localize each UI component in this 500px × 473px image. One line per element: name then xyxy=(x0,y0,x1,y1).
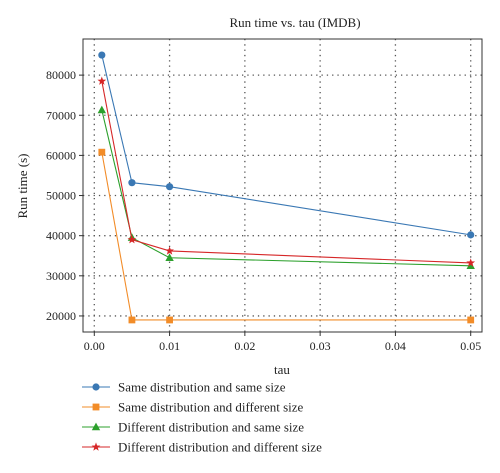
data-point xyxy=(467,316,475,324)
y-tick-label: 30000 xyxy=(46,269,76,283)
axes: 0.00 0.01 0.02 0.03 0.04 0.05 20000 30000 40000 5… xyxy=(46,68,481,353)
data-point xyxy=(467,231,475,239)
series-line xyxy=(101,109,471,267)
data-point xyxy=(128,179,136,187)
data-point xyxy=(98,148,106,156)
data-point xyxy=(97,76,107,85)
x-tick-label: 0.00 xyxy=(84,339,105,353)
x-tick-label: 0.03 xyxy=(310,339,331,353)
series-line xyxy=(101,81,471,264)
series-line xyxy=(101,152,471,321)
series-star xyxy=(97,76,476,267)
legend-marker xyxy=(91,442,101,451)
legend-item: Same distribution and same size xyxy=(82,380,286,395)
data-point xyxy=(98,51,106,59)
grid xyxy=(83,39,482,332)
legend-marker xyxy=(92,383,100,391)
y-tick-label: 50000 xyxy=(46,189,76,203)
data-point xyxy=(165,183,174,191)
series-circle xyxy=(98,51,475,239)
y-tick-label: 40000 xyxy=(46,229,76,243)
x-tick-label: 0.02 xyxy=(234,339,255,353)
x-tick-label: 0.05 xyxy=(460,339,481,353)
legend-label: Same distribution and same size xyxy=(118,380,286,395)
legend-marker xyxy=(92,403,100,411)
y-tick-label: 70000 xyxy=(46,108,76,122)
y-tick-label: 20000 xyxy=(46,309,76,323)
data-point xyxy=(127,235,137,244)
legend-item: Same distribution and different size xyxy=(82,400,304,415)
series-line xyxy=(101,54,471,236)
legend: Same distribution and same size Same dist… xyxy=(82,380,322,455)
series-layer xyxy=(97,51,476,324)
x-tick-label: 0.01 xyxy=(159,339,180,353)
chart-title: Run time vs. tau (IMDB) xyxy=(229,15,360,30)
legend-item: Different distribution and different siz… xyxy=(82,440,322,455)
data-point xyxy=(165,253,174,261)
legend-label: Different distribution and same size xyxy=(118,420,304,435)
plot-frame xyxy=(82,38,483,333)
data-point xyxy=(466,258,476,267)
data-point xyxy=(97,105,107,114)
legend-marker xyxy=(91,422,101,431)
series-square xyxy=(98,148,475,324)
data-point xyxy=(165,246,174,255)
data-point xyxy=(166,316,173,324)
data-point xyxy=(128,316,136,324)
data-point xyxy=(466,261,475,269)
y-axis-label: Run time (s) xyxy=(15,154,30,219)
x-tick-label: 0.04 xyxy=(385,339,406,353)
y-tick-label: 60000 xyxy=(46,148,76,162)
legend-label: Same distribution and different size xyxy=(118,400,304,415)
legend-label: Different distribution and different siz… xyxy=(118,440,322,455)
series-triangle xyxy=(97,105,475,269)
y-tick-label: 80000 xyxy=(46,68,76,82)
x-axis-label: tau xyxy=(274,362,290,377)
legend-item: Different distribution and same size xyxy=(82,420,304,435)
